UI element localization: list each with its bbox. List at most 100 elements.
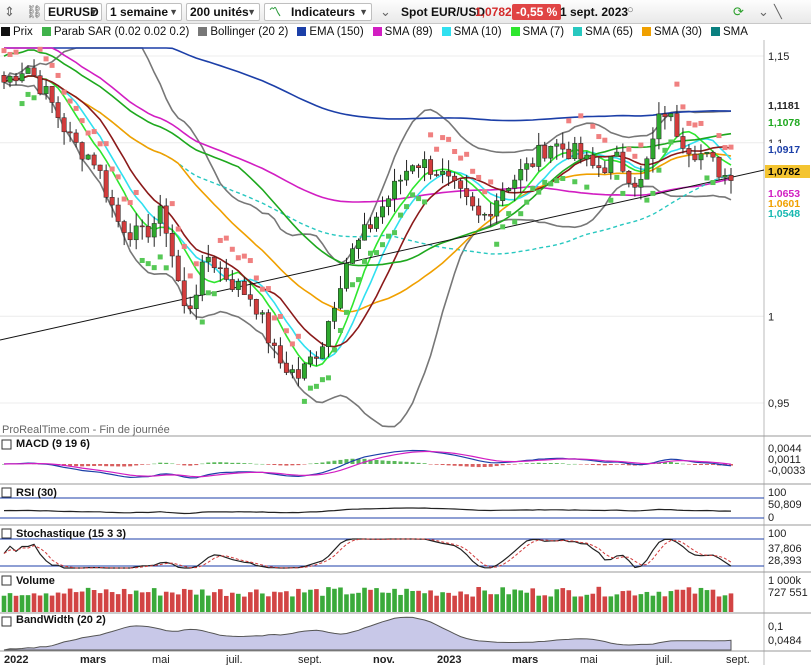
candle[interactable] [85, 154, 91, 160]
candle[interactable] [392, 180, 397, 199]
candle[interactable] [584, 154, 590, 160]
candle[interactable] [608, 156, 614, 173]
candle[interactable] [662, 113, 668, 118]
candle[interactable] [265, 312, 271, 344]
pane-collapse-icon[interactable] [1, 439, 12, 450]
candle[interactable] [488, 213, 494, 217]
chart-area[interactable]: 1,151,110,951,11811,10781,09171,07821,06… [0, 40, 811, 665]
legend-item[interactable]: SMA (30) [641, 25, 702, 39]
candle[interactable] [398, 179, 403, 182]
candle[interactable] [674, 113, 680, 137]
candle[interactable] [416, 165, 422, 168]
candle[interactable] [434, 174, 440, 176]
candle[interactable] [644, 158, 650, 180]
trend-line[interactable] [0, 169, 765, 341]
candle[interactable] [464, 188, 470, 198]
candle[interactable] [91, 154, 97, 166]
candle[interactable] [338, 288, 343, 309]
candle[interactable] [277, 345, 283, 364]
candle[interactable] [632, 182, 638, 188]
candle[interactable] [422, 159, 428, 168]
candle[interactable] [506, 188, 512, 192]
candle[interactable] [313, 356, 319, 359]
candle[interactable] [362, 224, 367, 241]
candle[interactable] [301, 363, 307, 379]
candle[interactable] [578, 143, 584, 160]
candle[interactable] [223, 267, 229, 280]
candle[interactable] [205, 256, 211, 263]
candle[interactable] [524, 163, 530, 170]
candle[interactable] [614, 151, 620, 157]
period-select[interactable]: 1 semaine ▼ [106, 3, 182, 21]
candle[interactable] [7, 75, 13, 83]
candle[interactable] [710, 151, 716, 158]
candle[interactable] [476, 205, 482, 216]
candle[interactable] [332, 307, 337, 322]
candle[interactable] [169, 232, 175, 257]
candle[interactable] [13, 75, 19, 82]
candle[interactable] [19, 73, 25, 82]
legend-item[interactable]: SMA (65) [572, 25, 633, 39]
candle[interactable] [235, 281, 241, 290]
candle[interactable] [680, 136, 686, 149]
candle[interactable] [494, 200, 500, 217]
candle[interactable] [590, 154, 596, 166]
candle[interactable] [560, 143, 566, 150]
candle[interactable] [620, 151, 626, 172]
candle[interactable] [181, 280, 187, 307]
candle[interactable] [698, 153, 704, 161]
candle[interactable] [728, 175, 734, 181]
candle[interactable] [518, 169, 524, 181]
candle[interactable] [67, 131, 73, 134]
candle[interactable] [512, 179, 518, 189]
candle[interactable] [470, 196, 476, 207]
candle[interactable] [440, 170, 446, 175]
candle[interactable] [404, 170, 410, 181]
legend-item[interactable]: Bollinger (20 2) [197, 25, 288, 39]
legend-item[interactable]: SMA [710, 25, 748, 39]
candle[interactable] [229, 279, 235, 290]
candle[interactable] [163, 205, 169, 234]
candle[interactable] [536, 145, 542, 167]
candle[interactable] [626, 170, 632, 184]
refresh-icon[interactable]: ⟳ [733, 4, 744, 19]
candle[interactable] [542, 145, 548, 159]
candle[interactable] [37, 75, 43, 95]
chevron-down-icon[interactable]: ⌄ [758, 4, 769, 19]
candle[interactable] [127, 232, 133, 241]
candle[interactable] [650, 138, 656, 160]
candle[interactable] [410, 165, 416, 172]
candle[interactable] [530, 163, 536, 167]
candle[interactable] [295, 369, 301, 379]
candle[interactable] [482, 213, 488, 216]
candle[interactable] [638, 178, 644, 188]
candle[interactable] [596, 165, 602, 169]
candle[interactable] [386, 198, 391, 207]
candle[interactable] [500, 190, 506, 201]
candle[interactable] [350, 248, 355, 264]
candle[interactable] [193, 294, 199, 310]
candle[interactable] [452, 175, 458, 181]
legend-item[interactable]: EMA (150) [296, 25, 364, 39]
chart-menu-icon[interactable]: ⇕ [4, 4, 15, 19]
candle[interactable] [157, 205, 163, 224]
candle[interactable] [121, 221, 127, 233]
candle[interactable] [199, 261, 205, 296]
candle[interactable] [145, 225, 151, 238]
candle[interactable] [283, 362, 289, 373]
candle[interactable] [668, 113, 674, 118]
candle[interactable] [368, 224, 373, 229]
candle[interactable] [356, 239, 361, 249]
candle[interactable] [554, 143, 560, 147]
link-icon[interactable]: ⛓ [26, 4, 43, 19]
candle[interactable] [25, 67, 31, 74]
candle[interactable] [61, 117, 67, 133]
candle[interactable] [716, 156, 722, 178]
candle[interactable] [548, 145, 554, 159]
candle[interactable] [253, 299, 259, 315]
candle[interactable] [566, 148, 572, 160]
candle[interactable] [211, 256, 217, 269]
candle[interactable] [686, 148, 692, 155]
pane-collapse-icon[interactable] [1, 616, 12, 627]
candle[interactable] [271, 342, 277, 346]
